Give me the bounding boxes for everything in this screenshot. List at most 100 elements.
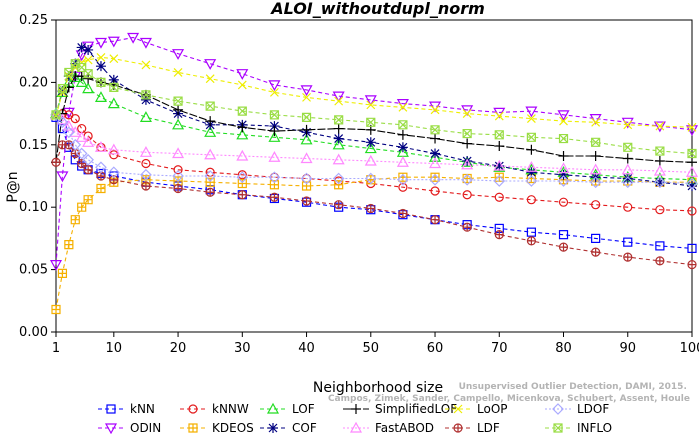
data-point-inflo: [526, 132, 536, 142]
x-tick-label: 20: [170, 341, 187, 356]
data-point-ldof: [397, 173, 409, 186]
data-point-odin: [127, 32, 140, 44]
data-point-fastabod: [525, 161, 538, 172]
y-tick-label: 0.10: [19, 200, 48, 215]
data-point-fastabod: [75, 131, 88, 142]
data-point-odin: [525, 106, 538, 118]
data-point-inflo: [83, 69, 93, 79]
legend-label: INFLO: [577, 421, 612, 434]
data-point-odin: [364, 95, 377, 107]
data-point-cof: [654, 177, 665, 188]
legend-item-ldof: LDOF: [545, 402, 609, 416]
data-point-ldf: [494, 230, 504, 240]
legend-swatch-marker: [349, 421, 363, 433]
data-point-lof: [204, 126, 217, 137]
data-point-fastabod: [461, 158, 474, 170]
data-point-inflo: [494, 130, 504, 140]
legend-swatch-marker: [268, 423, 278, 433]
data-point-loop: [141, 60, 151, 70]
data-point-loop: [269, 87, 279, 97]
legend-item-ldf: LDF: [445, 421, 500, 434]
data-point-knnw: [462, 190, 472, 200]
data-point-ldof: [589, 176, 602, 189]
series-ldf: [51, 140, 697, 270]
data-point-ldf: [301, 196, 312, 206]
data-point-cof: [622, 173, 633, 184]
data-point-simplifiedlof: [462, 138, 473, 149]
series-line-knn: [55, 117, 693, 249]
data-point-knnw: [591, 200, 601, 210]
data-point-inflo: [334, 115, 344, 125]
data-point-fastabod: [107, 143, 120, 155]
data-point-simplifiedlof: [63, 82, 74, 93]
data-point-fastabod: [300, 152, 313, 164]
x-axis-title: Neighborhood size: [313, 380, 443, 396]
data-point-fastabod: [653, 164, 666, 176]
data-point-inflo: [430, 125, 440, 135]
y-axis-title: P@n: [5, 171, 21, 202]
data-point-ldf: [77, 158, 87, 169]
data-point-inflo: [655, 146, 665, 156]
series-layer: [49, 32, 699, 315]
data-point-knnw: [141, 158, 151, 169]
data-point-ldof: [69, 138, 82, 151]
data-point-kdeos: [64, 240, 74, 250]
data-point-loop: [591, 117, 601, 127]
data-point-odin: [204, 59, 217, 70]
legend-label: ODIN: [130, 421, 161, 434]
data-point-kdeos: [51, 304, 61, 315]
series-inflo: [51, 59, 697, 159]
data-point-odin: [56, 171, 69, 183]
data-point-simplifiedlof: [622, 153, 633, 164]
x-tick-label: 100: [680, 341, 699, 356]
data-point-ldf: [623, 252, 633, 262]
data-point-odin: [94, 37, 107, 49]
data-point-inflo: [205, 101, 215, 111]
data-point-ldof: [686, 177, 698, 190]
data-point-loop: [96, 53, 106, 62]
data-point-lof: [236, 128, 249, 140]
data-point-kdeos: [205, 177, 215, 187]
legend-label: LDOF: [577, 402, 609, 416]
x-tick-label: 60: [427, 341, 444, 356]
data-point-loop: [366, 100, 376, 110]
data-point-fastabod: [82, 136, 95, 147]
data-point-knnw: [70, 113, 80, 124]
data-point-odin: [49, 260, 63, 271]
data-point-inflo: [558, 133, 569, 144]
data-point-loop: [173, 67, 183, 77]
data-point-knn: [687, 243, 697, 253]
data-point-cof: [687, 180, 697, 191]
legend-item-cof: COF: [260, 421, 317, 434]
citation-watermark: Unsupervised Outlier Detection, DAMI, 20…: [328, 382, 690, 404]
data-point-knn: [526, 227, 536, 237]
legend-item-loop: LoOP: [445, 402, 508, 416]
legend-swatch-marker: [453, 423, 463, 433]
data-point-cof: [397, 142, 408, 153]
data-point-ldof: [236, 171, 249, 184]
data-point-loop: [526, 114, 536, 124]
data-point-loop: [109, 54, 119, 64]
data-point-knnw: [687, 206, 697, 216]
data-point-lof: [364, 142, 377, 154]
data-point-knn: [591, 233, 601, 243]
series-line-ldf: [55, 144, 693, 266]
data-point-ldf: [173, 183, 183, 194]
data-point-inflo: [173, 96, 183, 106]
data-point-odin: [557, 110, 570, 122]
data-point-simplifiedlof: [558, 151, 569, 162]
data-point-kdeos: [494, 172, 504, 182]
data-point-ldof: [654, 176, 666, 189]
data-point-ldf: [655, 256, 665, 266]
data-point-cof: [76, 42, 87, 53]
data-point-ldf: [334, 200, 344, 210]
data-point-odin: [236, 69, 249, 80]
y-tick-label: 0.15: [19, 138, 48, 153]
data-point-ldf: [687, 260, 697, 270]
data-point-inflo: [141, 90, 151, 100]
data-point-fastabod: [204, 148, 217, 160]
data-point-fastabod: [172, 147, 185, 159]
y-tick-label: 0.25: [19, 13, 48, 28]
data-point-simplifiedlof: [301, 124, 312, 135]
data-point-ldof: [82, 153, 94, 166]
